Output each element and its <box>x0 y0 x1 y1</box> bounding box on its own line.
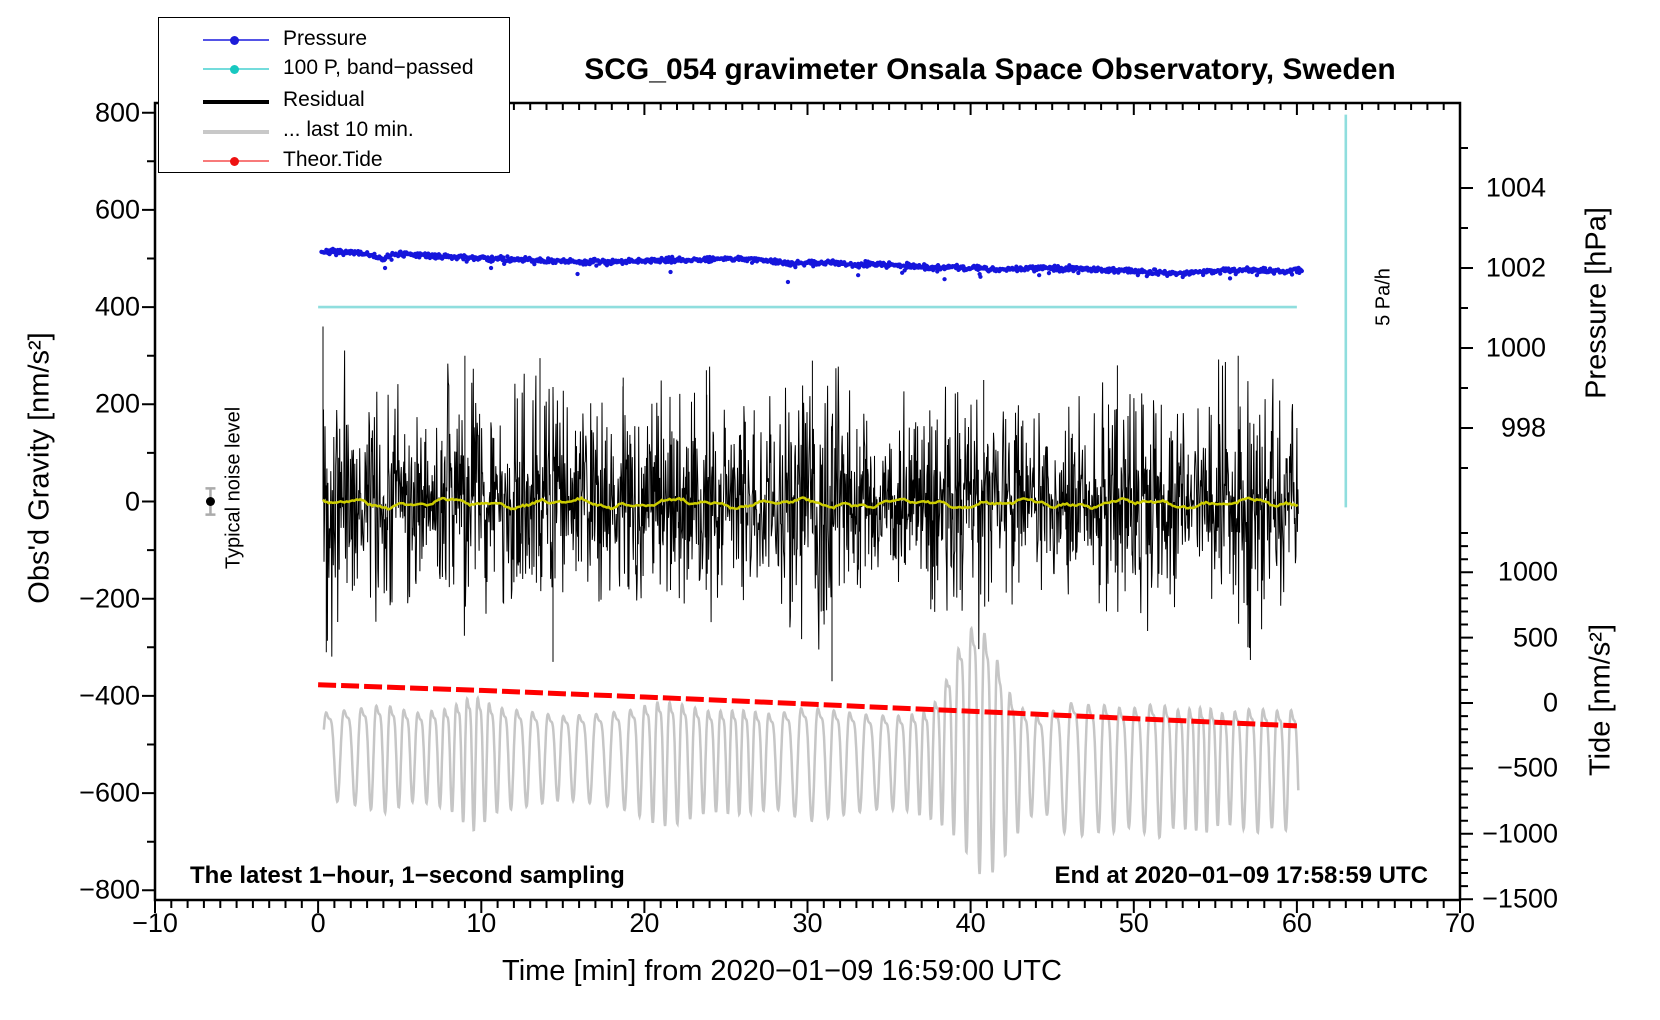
last10min-curve <box>322 625 1300 875</box>
legend-label: Residual <box>283 88 365 111</box>
last10min-line-sample <box>203 130 269 134</box>
legend-label: Theor.Tide <box>283 148 383 171</box>
legend-label: Pressure <box>283 27 368 50</box>
legend-label: 100 P, band−passed <box>283 56 474 79</box>
yellow-bandpass-curve <box>322 496 1299 511</box>
tide-axis-ticks <box>1460 532 1473 901</box>
pressure-curve <box>319 246 1304 285</box>
gravity-axis-ticks <box>142 111 155 892</box>
pressure-axis-ticks <box>1460 147 1473 469</box>
legend-box: Pressure 100 P, band−passed Residual ...… <box>158 17 510 173</box>
x-axis-ticks <box>154 900 1461 913</box>
bandpassed-dot-icon <box>230 65 239 74</box>
residual-line-sample <box>203 100 269 104</box>
noise-marker-dot <box>205 497 215 506</box>
pressure-dot-icon <box>230 36 239 45</box>
residual-curve <box>322 326 1299 682</box>
legend-label: ... last 10 min. <box>283 118 414 141</box>
theortide-dot-icon <box>230 157 239 166</box>
theortide-curve <box>318 682 1298 729</box>
